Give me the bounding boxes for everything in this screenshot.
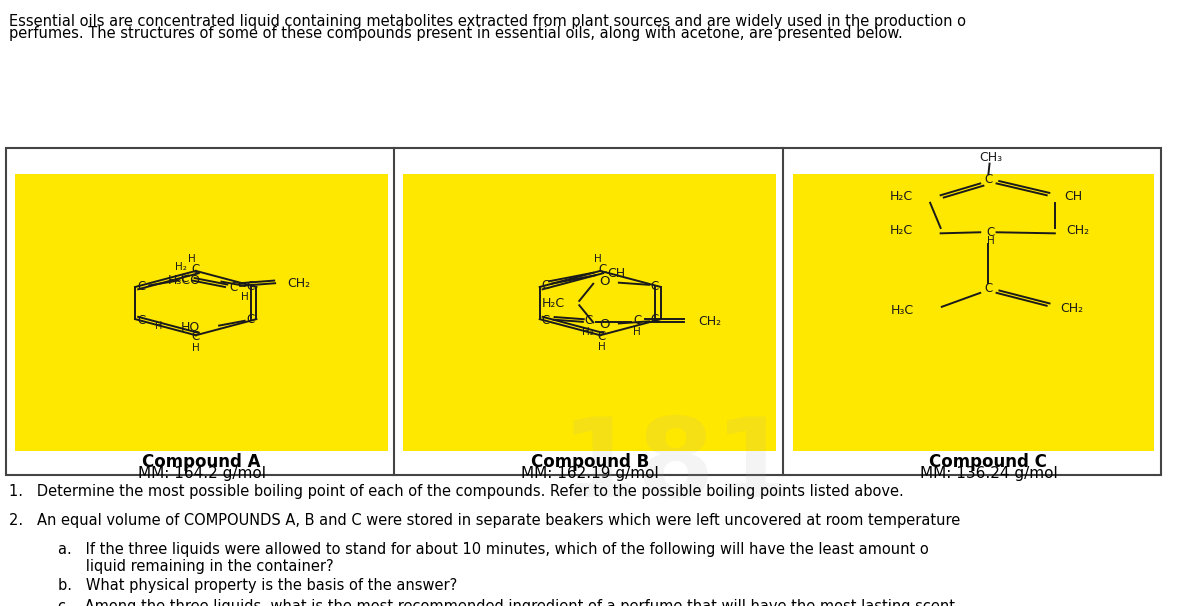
Bar bbox=[792, 175, 1154, 451]
Text: C: C bbox=[599, 263, 607, 276]
Text: c.   Among the three liquids, what is the most recommended ingredient of a perfu: c. Among the three liquids, what is the … bbox=[59, 599, 955, 606]
Text: C: C bbox=[584, 315, 593, 327]
Text: C: C bbox=[650, 313, 659, 325]
Text: C: C bbox=[246, 313, 254, 325]
Text: MM: 136.24 g/mol: MM: 136.24 g/mol bbox=[919, 465, 1057, 481]
Text: C: C bbox=[541, 314, 550, 327]
Text: C: C bbox=[180, 273, 188, 285]
Text: a.   If the three liquids were allowed to stand for about 10 minutes, which of t: a. If the three liquids were allowed to … bbox=[59, 542, 929, 557]
Text: 181: 181 bbox=[560, 413, 792, 520]
Text: HO: HO bbox=[181, 321, 200, 334]
Text: H₃CO: H₃CO bbox=[168, 274, 200, 287]
Text: H: H bbox=[241, 292, 248, 302]
Text: CH₂: CH₂ bbox=[1067, 224, 1090, 237]
Text: Essential oils are concentrated liquid containing metabolites extracted from pla: Essential oils are concentrated liquid c… bbox=[10, 14, 966, 29]
Text: CH: CH bbox=[1064, 190, 1082, 203]
Text: C: C bbox=[650, 281, 659, 293]
Text: C: C bbox=[634, 315, 642, 327]
Text: H₃C: H₃C bbox=[890, 304, 913, 316]
Text: H: H bbox=[155, 321, 162, 331]
Text: C: C bbox=[984, 282, 992, 295]
Text: H: H bbox=[632, 327, 641, 337]
Text: H₂: H₂ bbox=[582, 327, 594, 337]
Text: b.   What physical property is the basis of the answer?: b. What physical property is the basis o… bbox=[59, 578, 457, 593]
Text: H: H bbox=[598, 342, 605, 352]
Text: Compound C: Compound C bbox=[930, 453, 1048, 471]
Text: CH₂: CH₂ bbox=[1061, 302, 1084, 316]
Text: CH₂: CH₂ bbox=[698, 315, 721, 328]
Text: Compound A: Compound A bbox=[143, 453, 260, 471]
Text: perfumes. The structures of some of these compounds present in essential oils, a: perfumes. The structures of some of thes… bbox=[10, 25, 904, 41]
Text: CH: CH bbox=[607, 267, 625, 280]
Text: 2.   An equal volume of COMPOUNDS A, B and C were stored in separate beakers whi: 2. An equal volume of COMPOUNDS A, B and… bbox=[10, 513, 960, 528]
Text: C: C bbox=[229, 281, 238, 294]
Text: C: C bbox=[137, 281, 145, 293]
Text: Compound B: Compound B bbox=[530, 453, 649, 471]
Text: H: H bbox=[986, 236, 995, 247]
Text: C: C bbox=[137, 315, 145, 327]
Text: O: O bbox=[600, 318, 610, 331]
Text: 1.   Determine the most possible boiling point of each of the compounds. Refer t: 1. Determine the most possible boiling p… bbox=[10, 484, 904, 499]
Bar bbox=[16, 175, 388, 451]
Text: C: C bbox=[986, 226, 995, 239]
Text: H: H bbox=[188, 254, 196, 264]
Text: MM: 164.2 g/mol: MM: 164.2 g/mol bbox=[138, 465, 265, 481]
Text: O: O bbox=[600, 275, 610, 288]
Bar bbox=[403, 175, 776, 451]
Bar bbox=[6, 147, 1160, 474]
Text: H: H bbox=[192, 342, 199, 353]
Text: liquid remaining in the container?: liquid remaining in the container? bbox=[59, 559, 334, 574]
Text: C: C bbox=[246, 281, 254, 293]
Text: CH₃: CH₃ bbox=[979, 151, 1002, 164]
Text: H₂C: H₂C bbox=[542, 296, 565, 310]
Text: H₂: H₂ bbox=[175, 262, 187, 272]
Text: H₂C: H₂C bbox=[889, 224, 913, 237]
Text: MM: 162.19 g/mol: MM: 162.19 g/mol bbox=[521, 465, 659, 481]
Text: C: C bbox=[541, 279, 550, 293]
Text: H₂C: H₂C bbox=[889, 190, 913, 203]
Text: H: H bbox=[594, 254, 602, 264]
Text: C: C bbox=[984, 173, 992, 186]
Text: C: C bbox=[192, 330, 200, 344]
Text: C: C bbox=[192, 263, 200, 276]
Text: C: C bbox=[598, 330, 606, 343]
Text: CH₂: CH₂ bbox=[287, 277, 310, 290]
